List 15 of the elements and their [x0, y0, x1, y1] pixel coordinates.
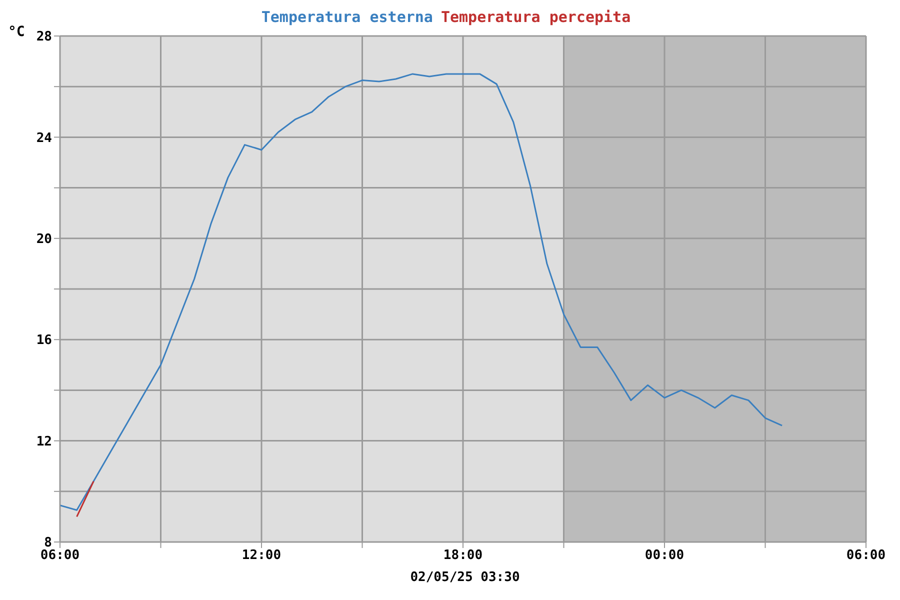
- y-axis-title: °C: [8, 24, 25, 40]
- y-tick-label: 12: [36, 434, 52, 450]
- x-tick-label: 06:00: [846, 548, 886, 564]
- x-tick-label: 06:00: [40, 548, 80, 564]
- x-tick-label: 12:00: [242, 548, 282, 564]
- y-tick-label: 16: [36, 333, 52, 348]
- line-series: [60, 73, 783, 511]
- text: 02/05/25 03:30: [409, 570, 521, 585]
- y-tick-label: 24: [36, 130, 52, 146]
- x-tick-label: 00:00: [644, 548, 684, 564]
- text: Temperatura percepita: [440, 8, 631, 26]
- y-tick-label: 20: [36, 232, 52, 248]
- text: Temperatura esterna: [261, 8, 433, 26]
- x-tick-label: 18:00: [443, 548, 483, 564]
- y-tick-label: 28: [36, 30, 52, 45]
